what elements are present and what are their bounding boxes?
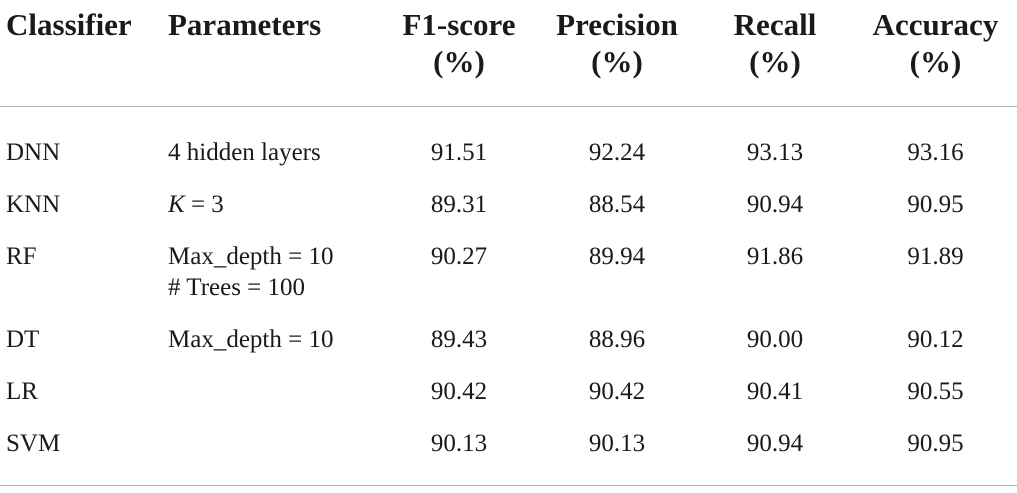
header-precision-unit: (%)	[591, 44, 643, 79]
accuracy-cell: 90.12	[907, 326, 964, 353]
header-accuracy-label: Accuracy	[872, 7, 999, 42]
table-row: DT Max_depth = 10 89.43 88.96 90.00 90.1…	[0, 324, 1017, 376]
accuracy-cell: 91.89	[907, 243, 964, 270]
f1-cell: 89.43	[430, 326, 488, 353]
parameters-cell	[162, 428, 380, 486]
precision-cell: 90.13	[538, 428, 696, 486]
header-precision: Precision (%)	[538, 0, 696, 107]
parameter-line: Max_depth = 10	[168, 243, 334, 270]
header-parameters-label: Parameters	[168, 7, 322, 42]
header-precision-label: Precision	[556, 7, 678, 42]
parameter-line: K = 3	[168, 189, 380, 220]
recall-cell: 90.94	[696, 428, 854, 486]
precision-cell: 92.24	[588, 139, 646, 166]
header-recall: Recall (%)	[696, 0, 854, 107]
f1-cell: 90.27	[430, 243, 488, 270]
header-row: Classifier Parameters F1-score (%) Preci…	[0, 0, 1017, 107]
header-classifier-label: Classifier	[6, 7, 132, 42]
classifier-cell: KNN	[6, 191, 61, 218]
header-f1-score: F1-score (%)	[380, 0, 538, 107]
recall-cell: 93.13	[746, 139, 804, 166]
header-classifier: Classifier	[0, 0, 162, 107]
header-accuracy: Accuracy (%)	[854, 0, 1017, 107]
table-row: DNN 4 hidden layers 91.51 92.24 93.13 93…	[0, 107, 1017, 190]
accuracy-cell: 90.95	[907, 191, 964, 218]
table-row: RF Max_depth = 10 # Trees = 100 90.27 89…	[0, 241, 1017, 324]
classifier-cell: LR	[6, 378, 38, 405]
parameter-line: Max_depth = 10	[168, 326, 334, 353]
classifier-cell: DNN	[6, 139, 61, 166]
header-recall-unit: (%)	[749, 44, 801, 79]
precision-cell: 89.94	[588, 243, 646, 270]
header-parameters: Parameters	[162, 0, 380, 107]
recall-cell: 90.41	[746, 378, 804, 405]
accuracy-cell: 93.16	[907, 139, 964, 166]
classifier-cell: DT	[6, 326, 40, 353]
parameters-cell: K = 3	[162, 189, 380, 241]
f1-cell: 91.51	[430, 139, 488, 166]
table-body: DNN 4 hidden layers 91.51 92.24 93.13 93…	[0, 107, 1017, 486]
table-header: Classifier Parameters F1-score (%) Preci…	[0, 0, 1017, 107]
table-row: KNN K = 3 89.31 88.54 90.94 90.95	[0, 189, 1017, 241]
recall-cell: 90.94	[746, 191, 804, 218]
header-accuracy-unit: (%)	[909, 44, 962, 79]
header-recall-label: Recall	[733, 7, 817, 42]
accuracy-cell: 90.95	[854, 428, 1017, 486]
f1-cell: 90.13	[380, 428, 538, 486]
precision-cell: 88.96	[588, 326, 646, 353]
table-row: LR 90.42 90.42 90.41 90.55	[0, 376, 1017, 428]
precision-cell: 88.54	[588, 191, 646, 218]
recall-cell: 90.00	[746, 326, 804, 353]
accuracy-cell: 90.55	[907, 378, 964, 405]
f1-cell: 90.42	[430, 378, 488, 405]
parameters-cell: Max_depth = 10	[162, 324, 380, 376]
parameter-line: 4 hidden layers	[168, 139, 321, 166]
header-f1-score-unit: (%)	[433, 44, 485, 79]
recall-cell: 91.86	[746, 243, 804, 270]
parameters-cell	[162, 376, 380, 428]
parameter-k-symbol: K	[168, 191, 185, 218]
header-f1-score-label: F1-score	[402, 7, 516, 42]
parameters-cell: 4 hidden layers	[162, 107, 380, 190]
parameter-k-value: = 3	[184, 191, 224, 218]
precision-cell: 90.42	[588, 378, 646, 405]
f1-cell: 89.31	[430, 191, 488, 218]
parameters-cell: Max_depth = 10 # Trees = 100	[162, 241, 380, 324]
parameter-line: # Trees = 100	[168, 274, 306, 301]
classifier-cell: SVM	[0, 428, 162, 486]
table-row: SVM 90.13 90.13 90.94 90.95	[0, 428, 1017, 486]
classifier-cell: RF	[6, 243, 37, 270]
